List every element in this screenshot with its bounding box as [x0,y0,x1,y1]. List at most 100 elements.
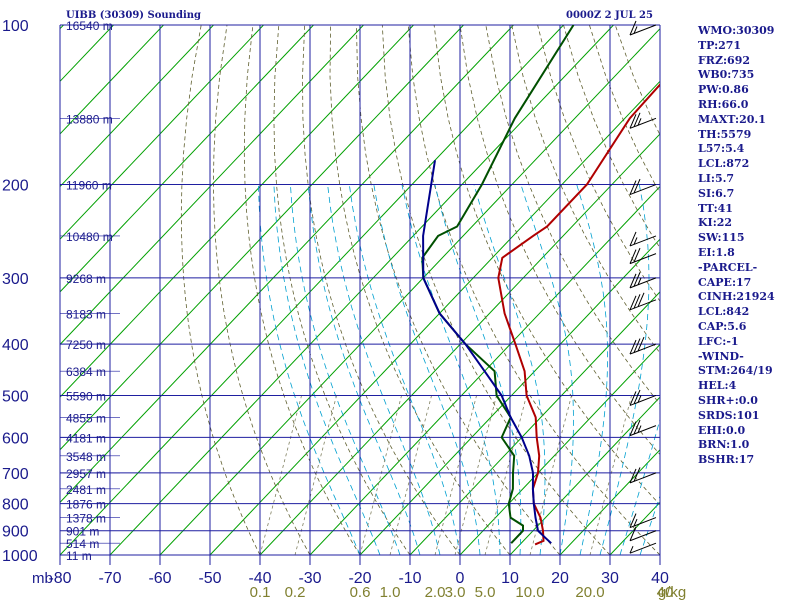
temperature-tick-label: 0 [456,570,465,587]
pressure-label: 700 [2,466,29,483]
dry-adiabat-line [381,25,611,555]
wind-barb-flag [637,336,645,352]
stat-line: EI:1.8 [698,245,735,259]
height-label: 16540 m [66,19,113,33]
wind-barb [629,20,657,36]
isotherm-line [359,238,660,555]
wind-barb-flag [629,295,637,311]
pressure-label: 100 [2,18,29,35]
wind-barb-half-flag [633,518,638,527]
stat-line: MAXT:20.1 [698,112,766,126]
height-label: 11960 m [66,179,112,193]
wind-barb-flag [633,338,641,353]
isotherm-line [60,25,414,398]
wind-barb [629,231,657,247]
dry-adiabat-line [485,25,660,405]
stat-line: BRN:1.0 [698,438,750,452]
wind-barb-flag [633,294,641,309]
stat-line: TP:271 [698,38,742,52]
wind-barb-flag [633,247,641,263]
stat-line: EHI:0.0 [698,423,746,437]
wind-barb [629,112,657,129]
wind-barb [629,542,657,554]
mixing-ratio-label: 5.0 [475,584,496,600]
isotherm-line [60,25,264,240]
sounding-datetime: 0000Z 2 JUL 25 [566,10,653,21]
moist-adiabat-line [473,184,546,555]
pressure-label: 600 [2,430,29,447]
height-label: 514 m [66,537,99,551]
mixing-ratio-label: 0.1 [250,584,271,600]
dry-adiabat-line [302,25,461,555]
isotherm-line [60,25,364,346]
wind-barb [629,247,657,265]
wind-barb-flag [629,180,637,195]
wind-barb [629,467,657,484]
height-label: 9268 m [66,272,106,286]
pressure-label: 900 [2,524,29,541]
moist-adiabat-line [290,184,401,555]
stability-indices-panel: WMO:30309 TP:271 FRZ:692 WB0:735 PW:0.86 RH:6… [698,24,800,468]
dry-adiabat-line [180,25,261,555]
dry-adiabat-line [407,25,660,555]
stat-line: HEL:4 [698,379,737,393]
wind-barb-flag [629,249,637,264]
wind-barb-flag [629,20,637,36]
isotherm-line [309,185,660,555]
moist-adiabat-line [373,184,481,555]
temperature-tick-label: -20 [348,570,371,587]
wind-barb [629,419,657,437]
isotherm-line [209,80,660,555]
wind-barb-staff [629,542,657,554]
stat-line: CAPE:17 [698,275,752,289]
wind-barb-flag [629,391,637,406]
height-label: 2481 m [66,483,106,497]
isotherm-lines [60,25,660,555]
temperature-tick-label: -80 [48,570,71,587]
stat-line: BSHR:17 [698,453,755,467]
wind-barb [629,526,657,542]
wind-barb [629,272,657,289]
isotherm-line [60,25,214,188]
dry-adiabat-line [212,25,311,555]
pressure-label: 800 [2,497,29,514]
temperature-trace [497,83,660,546]
wind-barb-flag [629,513,637,528]
mixing-ratio-label: 0.2 [285,584,306,600]
wind-barb-half-flag [637,425,642,433]
isotherm-line [109,25,614,555]
height-label: 3548 m [66,450,106,464]
wind-barb-flag [637,292,645,308]
height-label: 4181 m [66,431,106,445]
mixing-ratio-label: 40 [657,584,674,600]
isotherm-line [60,25,314,293]
height-label: 1876 m [66,498,106,512]
pressure-temperature-grid [59,24,661,565]
moist-adiabat-line [258,184,361,555]
stat-line: LCL:872 [698,157,750,171]
station-title: UIBB (30309) Sounding [66,10,202,21]
isotherm-line [60,25,564,555]
stat-line: PW:0.86 [698,83,749,97]
stat-line: RH:66.0 [698,97,749,111]
temperature-tick-label: -70 [98,570,121,587]
stat-line: WMO:30309 [698,24,775,37]
moist-adiabat-line [520,184,574,555]
stat-line: KI:22 [698,216,733,230]
temperature-tick-label: 20 [551,570,569,587]
moist-adiabat-line [307,184,421,555]
wind-barb-flag [629,421,637,436]
moist-adiabat-line [599,184,650,555]
temperature-tick-label: -10 [398,570,421,587]
dry-adiabat-line [537,25,660,302]
pressure-label: 1000 [2,548,38,565]
stat-line: L57:5.4 [698,142,745,156]
moist-adiabat-lines [258,184,660,555]
isotherm-line [259,133,660,555]
wind-barb [629,178,657,196]
moist-adiabat-line [401,184,501,555]
mixing-ratio-unit-label: g/kg [658,584,686,600]
isotherm-line [60,25,164,135]
wind-barb [629,513,657,529]
